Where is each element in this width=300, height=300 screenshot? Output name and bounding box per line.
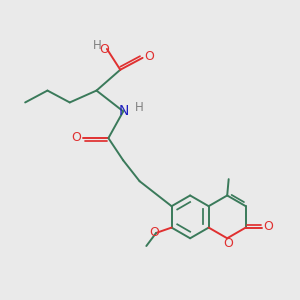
Text: N: N	[119, 104, 129, 118]
Text: O: O	[144, 50, 154, 63]
Text: H: H	[93, 39, 102, 52]
Text: O: O	[72, 131, 82, 144]
Text: H: H	[135, 101, 144, 114]
Text: O: O	[224, 237, 233, 250]
Text: O: O	[100, 43, 110, 56]
Text: O: O	[150, 226, 160, 238]
Text: O: O	[264, 220, 274, 233]
